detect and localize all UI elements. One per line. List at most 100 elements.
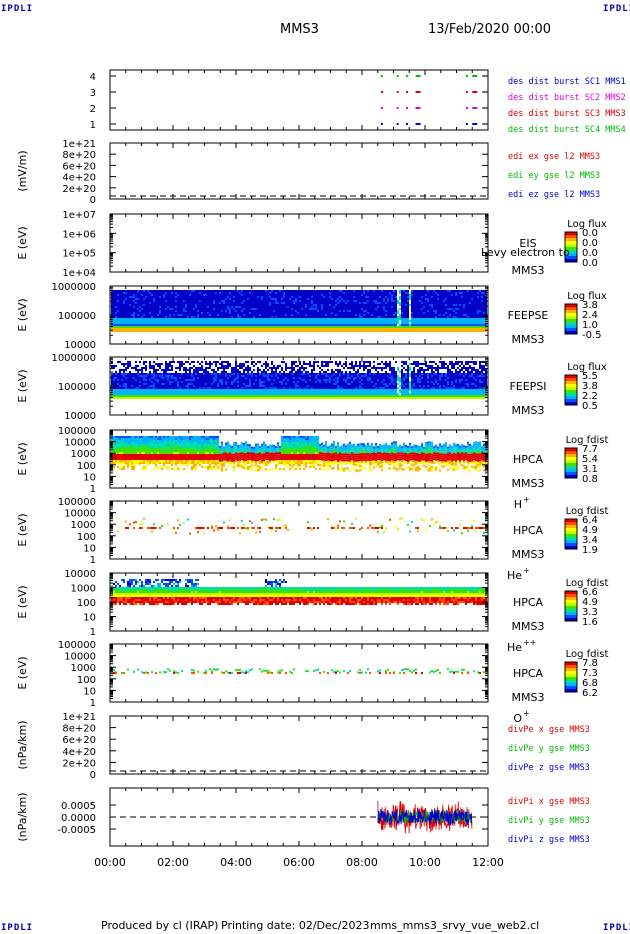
- colorbar-frame: [564, 231, 578, 263]
- colorbar-swatch: [565, 686, 577, 690]
- colorbar-title: Log flux: [567, 362, 607, 373]
- burst-mark: [465, 75, 468, 77]
- burst-mark: [415, 91, 421, 93]
- species-charge: ++: [523, 638, 536, 647]
- burst-mark: [406, 123, 409, 125]
- colorbar-swatch: [565, 393, 577, 397]
- colorbar-frame: [564, 447, 578, 479]
- burst-mark: [472, 123, 478, 125]
- burst-mark: [465, 91, 468, 93]
- colorbar-swatch: [565, 325, 577, 329]
- colorbar-swatch: [565, 399, 577, 403]
- colorbar-swatch: [565, 612, 577, 616]
- y-tick-label: 1e+04: [62, 268, 96, 279]
- colorbar-swatch: [565, 460, 577, 464]
- colorbar-swatch: [565, 674, 577, 678]
- colorbar-swatch: [565, 540, 577, 544]
- burst-mark: [472, 75, 478, 77]
- species-label: He: [507, 569, 522, 582]
- colorbar-swatch: [565, 451, 577, 455]
- burst-mark: [380, 91, 383, 93]
- colorbar-swatch: [565, 528, 577, 532]
- colorbar-title: Log flux: [567, 219, 607, 230]
- colorbar-swatch: [565, 316, 577, 320]
- colorbar-swatch: [565, 402, 577, 406]
- y-tick-label: 10: [83, 543, 96, 554]
- y-tick-label: 1: [90, 120, 96, 131]
- corner-label-bottom-right: IPDLI: [603, 923, 630, 933]
- y-tick-label: 4e+20: [62, 173, 96, 184]
- y-tick-label: 100: [77, 598, 96, 609]
- y-tick-label: 0: [90, 770, 96, 781]
- burst-mark: [465, 107, 468, 109]
- spectrogram-hpca_o: [111, 668, 485, 674]
- colorbar-tick-label: 6.4: [582, 515, 598, 526]
- y-tick-label: 4e+20: [62, 747, 96, 758]
- colorbar-tick-label: 2.4: [582, 310, 598, 321]
- colorbar-swatch: [565, 609, 577, 613]
- species-label: He: [507, 641, 522, 654]
- colorbar-swatch: [565, 525, 577, 529]
- spectrogram-feepse: [111, 290, 487, 332]
- series-label: divPi y gse MMS3: [508, 816, 590, 826]
- y-tick-label: 100: [77, 675, 96, 686]
- series-label: edi ez gse l2 MMS3: [508, 190, 600, 200]
- y-tick-label: 0.0000: [61, 813, 96, 824]
- panel-frame: [109, 69, 489, 131]
- y-tick-label: 1000: [71, 449, 96, 460]
- colorbar-tick-label: 5.5: [582, 371, 598, 382]
- spacecraft-label: MMS3: [512, 548, 545, 561]
- colorbar-tick-label: 0.0: [582, 238, 598, 249]
- colorbar-tick-label: 2.2: [582, 391, 598, 402]
- spacecraft-title: MMS3: [280, 22, 319, 37]
- y-tick-label: 1e+05: [62, 249, 96, 260]
- divpi-series-line: [377, 808, 473, 827]
- colorbar-swatch: [565, 307, 577, 311]
- y-tick-label: 3: [90, 88, 96, 99]
- colorbar-swatch: [565, 387, 577, 391]
- y-tick-label: 1e+21: [62, 139, 96, 150]
- colorbar-swatch: [565, 381, 577, 385]
- spacecraft-label: MMS3: [512, 477, 545, 490]
- y-tick-label: 100000: [58, 640, 96, 651]
- burst-mark: [396, 107, 399, 109]
- burst-mark: [472, 91, 478, 93]
- y-tick-label: 0.0005: [61, 801, 96, 812]
- y-axis-label: E (eV): [16, 298, 29, 331]
- colorbar-swatch: [565, 319, 577, 323]
- panel-frame: [109, 213, 489, 273]
- series-label: divPe x gse MMS3: [508, 725, 590, 735]
- colorbar-tick-label: 0.8: [582, 474, 598, 485]
- y-tick-label: 4: [90, 72, 96, 83]
- y-axis-label: E (eV): [16, 442, 29, 475]
- colorbar-title: Log fdist: [566, 649, 609, 660]
- colorbar-tick-label: 4.9: [582, 597, 598, 608]
- colorbar-tick-label: 1.0: [582, 320, 598, 331]
- burst-mark: [396, 123, 399, 125]
- burst-mark: [465, 123, 468, 125]
- colorbar-tick-label: 3.3: [582, 607, 598, 618]
- instrument-label: FEEPSI: [509, 380, 546, 393]
- colorbar-swatch: [565, 241, 577, 245]
- x-tick-label: 02:00: [157, 856, 189, 869]
- colorbar-swatch: [565, 662, 577, 666]
- colorbar-tick-label: 3.8: [582, 381, 598, 392]
- colorbar-title: Log fdist: [566, 506, 609, 517]
- series-label: divPi x gse MMS3: [508, 797, 590, 807]
- instrument-label: HPCA: [513, 667, 544, 680]
- colorbar-swatch: [565, 472, 577, 476]
- colorbar-swatch: [565, 247, 577, 251]
- colorbar-swatch: [565, 689, 577, 693]
- burst-mark: [415, 107, 421, 109]
- colorbar-swatch: [565, 615, 577, 619]
- series-label: divPe y gse MMS3: [508, 744, 590, 754]
- species-label: H: [514, 498, 522, 511]
- series-label: des dist burst SC4 MMS4: [508, 125, 626, 135]
- instrument-label: EIS: [519, 237, 536, 250]
- y-tick-label: 1000: [71, 663, 96, 674]
- spacecraft-label: MMS3: [512, 264, 545, 277]
- colorbar-frame: [564, 374, 578, 406]
- y-tick-label: 100000: [58, 426, 96, 437]
- colorbar-swatch: [565, 606, 577, 610]
- colorbar-swatch: [565, 466, 577, 470]
